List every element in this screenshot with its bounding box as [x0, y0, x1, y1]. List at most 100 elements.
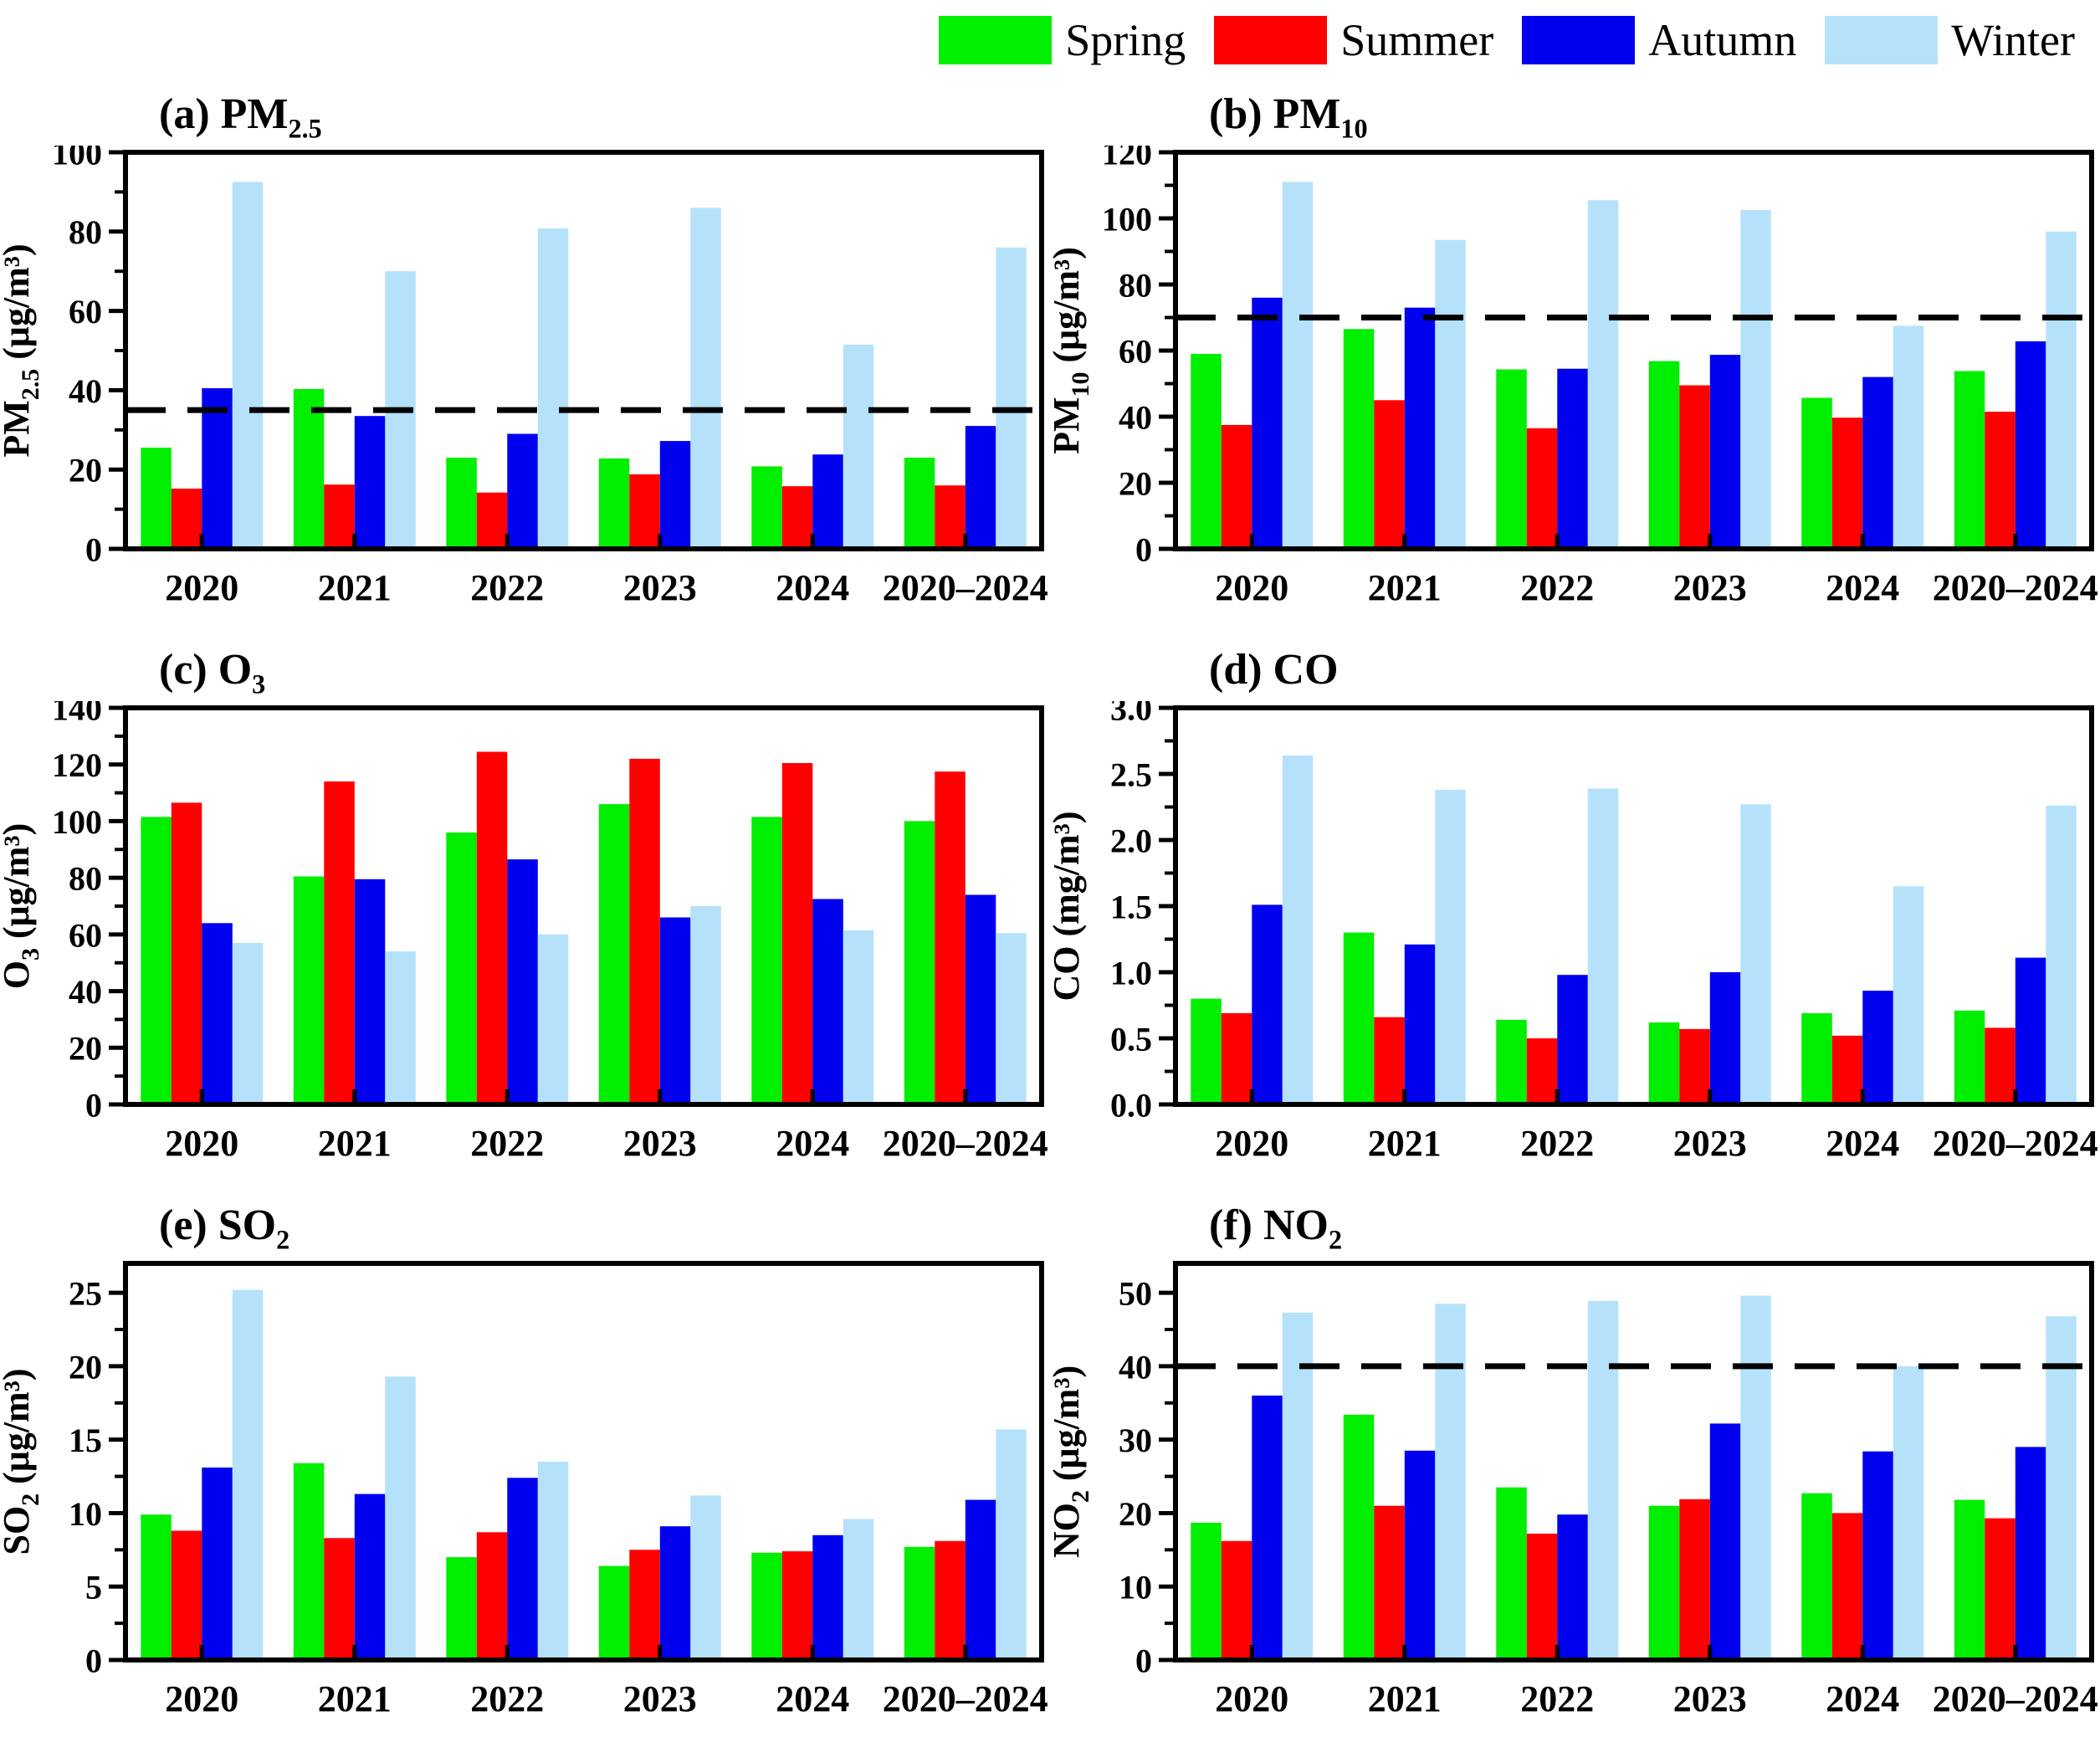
x-tick-label-2023: 2023 — [623, 1123, 697, 1164]
bar-o3-spring-2022 — [446, 833, 477, 1104]
y-tick-label-o3: 100 — [52, 803, 102, 841]
bar-pm10-winter-2022 — [1587, 200, 1619, 550]
panel-pm25-title: (a) PM2.5 — [159, 90, 322, 144]
y-tick-label-co: 3.0 — [1110, 701, 1152, 727]
bar-co-winter-2021 — [1435, 790, 1466, 1104]
x-tick-label-2022: 2022 — [1520, 1678, 1594, 1719]
pm25-bar-chart: 0 20 40 60 80 100 2020 2021 2022 2023 2024 2020–202… — [0, 146, 1048, 608]
y-tick-label-so2: 20 — [69, 1348, 102, 1386]
bar-pm10-winter-2021 — [1435, 239, 1466, 549]
bar-no2-summer-2023 — [1679, 1499, 1710, 1660]
bar-no2-spring-2023 — [1648, 1505, 1680, 1660]
bar-so2-summer-2020–2024 — [935, 1540, 965, 1660]
x-tick-label-2024: 2024 — [1826, 1678, 1899, 1719]
legend-label-winter: Winter — [1951, 15, 2075, 65]
x-tick-label-2021: 2021 — [318, 1123, 392, 1164]
bar-pm10-autumn-2020 — [1252, 297, 1283, 549]
bar-o3-autumn-2020–2024 — [965, 894, 996, 1104]
x-tick-label-2022: 2022 — [470, 1678, 544, 1719]
bar-co-summer-2020 — [1221, 1013, 1252, 1104]
x-tick-label-2022: 2022 — [470, 1123, 544, 1164]
bar-pm10-summer-2022 — [1526, 428, 1558, 549]
bar-co-spring-2021 — [1343, 932, 1375, 1104]
winter-swatch — [1825, 16, 1939, 64]
bar-so2-autumn-2020–2024 — [965, 1499, 996, 1660]
bar-no2-winter-2024 — [1893, 1365, 1924, 1660]
bar-no2-winter-2021 — [1435, 1304, 1466, 1660]
bar-pm10-winter-2024 — [1893, 325, 1924, 549]
y-tick-label-no2: 10 — [1119, 1569, 1152, 1606]
bar-pm10-winter-2020–2024 — [2046, 231, 2077, 549]
legend-label-summer: Summer — [1340, 15, 1494, 65]
bar-pm10-autumn-2024 — [1862, 377, 1893, 549]
y-tick-label-no2: 0 — [1135, 1642, 1152, 1679]
no2-bar-chart: 0 10 20 30 40 50 2020 2021 2022 2023 2024 2020–2024… — [1050, 1261, 2098, 1719]
bar-no2-autumn-2020–2024 — [2015, 1447, 2046, 1660]
bar-pm10-summer-2021 — [1374, 400, 1405, 550]
bar-no2-summer-2024 — [1831, 1513, 1863, 1660]
x-tick-label-2021: 2021 — [1368, 1678, 1442, 1719]
title-subscript: 2.5 — [288, 113, 322, 144]
bar-pm10-winter-2023 — [1740, 210, 1771, 549]
bar-co-autumn-2021 — [1404, 944, 1436, 1104]
season-legend: Spring Summer Autumn Winter — [0, 0, 2087, 80]
y-tick-label-so2: 5 — [85, 1569, 102, 1606]
bar-no2-winter-2020 — [1282, 1312, 1314, 1660]
bar-co-autumn-2024 — [1862, 991, 1893, 1104]
x-tick-label-2020–2024: 2020–2024 — [883, 567, 1048, 608]
panel-so2-title: (e) SO2 — [159, 1201, 290, 1255]
x-tick-label-2020: 2020 — [1215, 567, 1288, 608]
x-tick-label-2020–2024: 2020–2024 — [883, 1123, 1048, 1164]
bar-pm10-spring-2020 — [1191, 354, 1222, 549]
x-tick-label-2021: 2021 — [1368, 567, 1442, 608]
bar-pm25-winter-2023 — [690, 207, 721, 549]
bar-pm10-spring-2021 — [1343, 329, 1375, 549]
y-tick-label-pm25: 0 — [85, 530, 102, 568]
bar-pm25-autumn-2020–2024 — [965, 426, 996, 549]
bar-o3-winter-2023 — [690, 906, 721, 1104]
chart-panels-grid: (a) PM2.5 0 20 40 60 80 100 2020 2021 2022 2023 20… — [0, 80, 2100, 1747]
x-tick-label-2023: 2023 — [1673, 1678, 1747, 1719]
bar-co-winter-2020 — [1282, 755, 1314, 1104]
y-tick-label-no2: 50 — [1119, 1275, 1152, 1313]
x-tick-label-2021: 2021 — [318, 567, 392, 608]
bar-o3-autumn-2020 — [202, 923, 233, 1104]
legend-label-autumn: Autumn — [1648, 15, 1797, 65]
bar-pm25-autumn-2022 — [507, 433, 538, 549]
bar-no2-spring-2020–2024 — [1954, 1499, 1985, 1660]
bar-o3-winter-2022 — [537, 934, 569, 1104]
legend-item-summer: Summer — [1214, 16, 1493, 64]
bar-pm25-winter-2022 — [537, 228, 569, 549]
bar-o3-summer-2021 — [324, 781, 355, 1104]
title-subscript: 2 — [276, 1224, 290, 1255]
legend-item-winter: Winter — [1825, 16, 2075, 64]
x-tick-label-2020: 2020 — [1215, 1123, 1288, 1164]
pm10-bar-chart: 0 20 40 60 80 100 120 2020 2021 2022 2023 2024 2020–… — [1050, 146, 2098, 608]
bar-o3-spring-2024 — [751, 817, 782, 1104]
bar-pm25-spring-2021 — [293, 389, 325, 549]
bar-so2-autumn-2020 — [202, 1468, 233, 1660]
axes-frame — [123, 1261, 1044, 1662]
x-tick-label-2023: 2023 — [1673, 1123, 1747, 1164]
summer-swatch — [1214, 16, 1328, 64]
bar-o3-autumn-2023 — [659, 917, 691, 1104]
bar-so2-winter-2024 — [843, 1519, 874, 1660]
bar-co-summer-2024 — [1831, 1035, 1863, 1104]
bar-pm25-summer-2020–2024 — [935, 485, 965, 549]
bar-pm25-winter-2020 — [232, 182, 264, 549]
y-tick-label-co: 0.0 — [1110, 1086, 1152, 1124]
bar-pm25-autumn-2023 — [659, 441, 691, 549]
so2-bar-chart: 0 5 10 15 20 25 2020 2021 2022 2023 2024 2020–2024 S… — [0, 1261, 1048, 1719]
bar-pm10-spring-2020–2024 — [1954, 371, 1985, 549]
axes-frame — [123, 705, 1044, 1107]
y-tick-label-pm25: 40 — [69, 372, 102, 410]
bar-so2-autumn-2022 — [507, 1478, 538, 1660]
bar-no2-spring-2021 — [1343, 1414, 1375, 1660]
x-tick-label-2022: 2022 — [1520, 567, 1594, 608]
x-tick-label-2024: 2024 — [1826, 567, 1899, 608]
bar-co-autumn-2023 — [1709, 972, 1741, 1104]
bar-o3-spring-2020 — [141, 817, 172, 1104]
bar-co-spring-2022 — [1496, 1019, 1527, 1104]
bar-no2-autumn-2022 — [1557, 1514, 1588, 1660]
